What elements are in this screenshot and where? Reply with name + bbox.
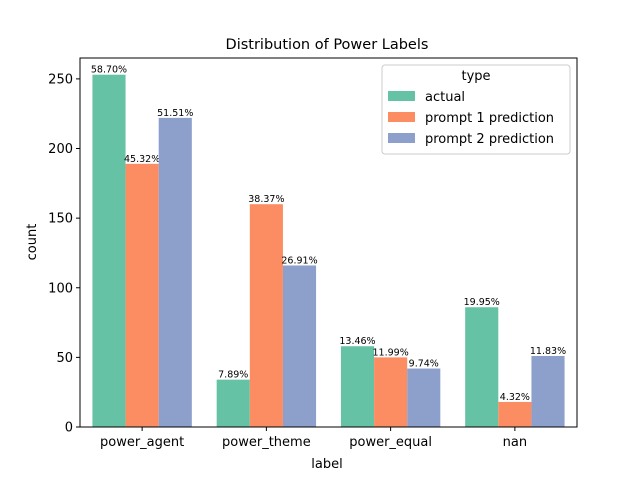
legend-entry-label: actual [425,90,465,105]
y-tick-label: 50 [56,351,73,366]
legend-title: type [461,69,490,84]
bar [92,74,126,427]
y-tick-label: 100 [48,281,73,296]
bar-value-label: 13.46% [339,336,375,347]
y-axis-label: count [25,224,40,261]
bar-value-label: 26.91% [281,255,317,266]
plot-area: 58.70% 7.89% 13.46% 19.95% 45.32% 38.37% 11.99… [48,57,578,450]
legend-frame [381,64,571,155]
legend-items: actual prompt 1 prediction prompt 2 predic… [388,90,554,147]
bar-value-label: 4.32% [500,392,530,403]
bar-value-label: 51.51% [157,108,193,119]
bar [531,355,565,427]
bar-value-label: 7.89% [218,370,248,381]
y-tick-label: 200 [48,142,73,157]
legend-swatch [388,91,415,101]
bar-value-label: 58.70% [91,65,127,76]
legend-swatch [388,133,415,143]
legend-entry-label: prompt 1 prediction [425,111,554,126]
bar [216,379,250,427]
bar [249,204,283,427]
x-axis-label: label [311,457,342,472]
bar [340,346,375,427]
bar-value-label: 11.83% [530,346,566,357]
chart-title: Distribution of Power Labels [226,37,429,53]
bar-value-label: 11.99% [373,347,409,358]
x-tick-label: power_theme [222,435,311,450]
legend-entry-label: prompt 2 prediction [425,132,554,147]
axes-frame [79,57,578,428]
bar-value-label: 9.74% [409,359,439,370]
x-tick-label: power_equal [349,435,432,450]
bar [374,357,408,427]
bar-value-label: 38.37% [248,194,284,205]
bar [465,307,499,427]
x-tick-label: power_agent [100,435,184,450]
bar-value-label: 19.95% [464,297,500,308]
bar [158,117,192,427]
y-tick-label: 150 [48,212,73,227]
y-tick-label: 250 [48,72,73,87]
legend: type actual prompt 1 prediction prompt 2 p… [381,64,571,155]
bar-value-label: 45.32% [124,154,160,165]
bar [498,401,532,427]
x-tick-label: nan [503,435,527,450]
legend-swatch [388,112,415,122]
bar [407,368,441,427]
y-tick-label: 0 [65,421,73,436]
bar [282,265,317,427]
bar [125,163,159,427]
